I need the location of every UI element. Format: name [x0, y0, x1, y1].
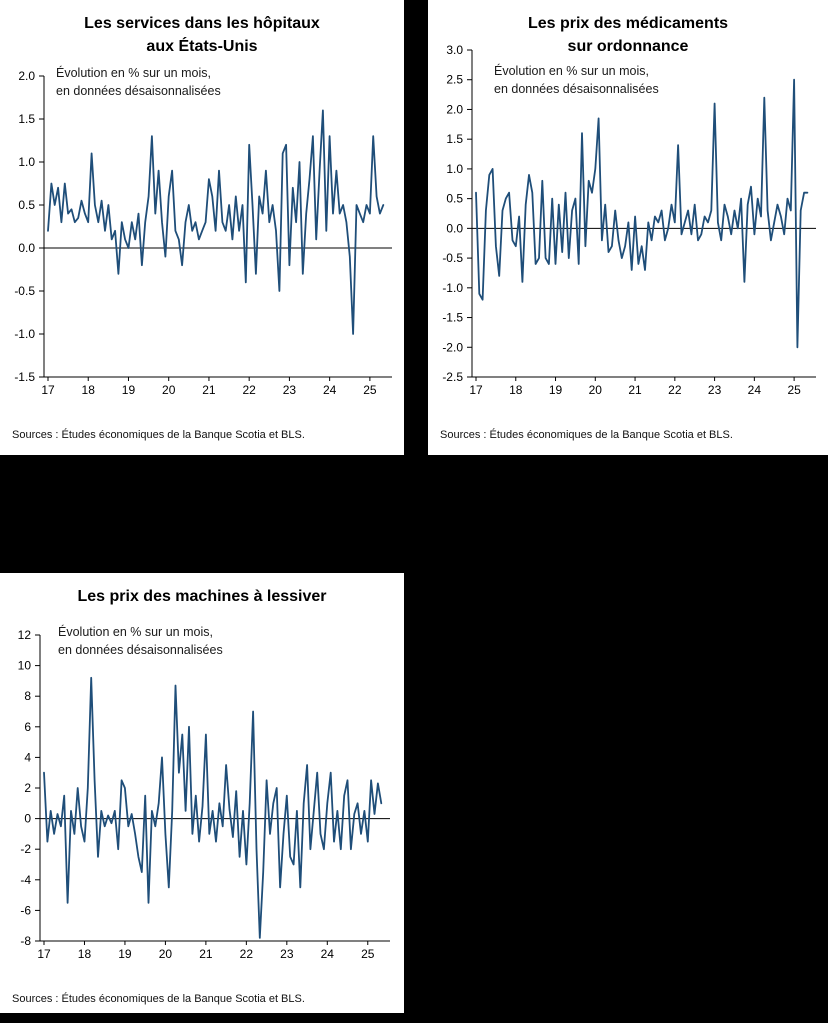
- svg-text:18: 18: [78, 947, 92, 961]
- svg-text:2.5: 2.5: [446, 73, 463, 87]
- svg-text:0.0: 0.0: [18, 241, 35, 255]
- chart-annotation: Évolution en % sur un mois, en données d…: [56, 66, 221, 99]
- chart-title-line1: Les services dans les hôpitaux: [84, 15, 320, 32]
- svg-text:22: 22: [240, 947, 254, 961]
- svg-text:23: 23: [283, 383, 297, 397]
- svg-text:4: 4: [24, 750, 31, 764]
- svg-text:18: 18: [509, 383, 523, 397]
- svg-text:17: 17: [41, 383, 55, 397]
- svg-text:17: 17: [469, 383, 483, 397]
- svg-text:0.5: 0.5: [18, 198, 35, 212]
- svg-text:-6: -6: [20, 903, 31, 917]
- chart-panel-prescription-drugs: Les prix des médicaments sur ordonnance …: [428, 0, 828, 455]
- chart-title-line1: Les prix des machines à lessiver: [77, 588, 327, 605]
- source-note: Sources : Études économiques de la Banqu…: [12, 429, 305, 441]
- chart-title-line1: Les prix des médicaments: [527, 15, 729, 32]
- svg-text:25: 25: [363, 383, 377, 397]
- svg-text:17: 17: [37, 947, 51, 961]
- svg-text:21: 21: [628, 383, 642, 397]
- chart-title: Les prix des médicaments sur ordonnance: [428, 0, 828, 58]
- svg-text:-1.0: -1.0: [442, 281, 463, 295]
- chart-title: Les services dans les hôpitaux aux États…: [0, 0, 404, 58]
- svg-text:25: 25: [361, 947, 375, 961]
- svg-text:19: 19: [122, 383, 136, 397]
- svg-text:1.0: 1.0: [446, 162, 463, 176]
- svg-text:20: 20: [159, 947, 173, 961]
- svg-text:21: 21: [202, 383, 216, 397]
- svg-text:22: 22: [668, 383, 682, 397]
- svg-text:-8: -8: [20, 934, 31, 948]
- svg-text:25: 25: [787, 383, 801, 397]
- chart-annotation: Évolution en % sur un mois, en données d…: [58, 625, 223, 658]
- chart-title: Les prix des machines à lessiver: [0, 573, 404, 608]
- svg-text:23: 23: [708, 383, 722, 397]
- chart-annotation: Évolution en % sur un mois, en données d…: [494, 64, 659, 97]
- svg-text:0.0: 0.0: [446, 221, 463, 235]
- source-note: Sources : Études économiques de la Banqu…: [12, 993, 305, 1005]
- svg-text:3.0: 3.0: [446, 43, 463, 57]
- svg-text:2: 2: [24, 781, 31, 795]
- svg-text:20: 20: [589, 383, 603, 397]
- svg-text:24: 24: [323, 383, 337, 397]
- svg-text:1.5: 1.5: [18, 112, 35, 126]
- svg-text:10: 10: [18, 659, 32, 673]
- svg-text:-2.0: -2.0: [442, 340, 463, 354]
- svg-text:-2.5: -2.5: [442, 370, 463, 384]
- svg-text:1.0: 1.0: [18, 155, 35, 169]
- svg-text:8: 8: [24, 689, 31, 703]
- svg-text:0.5: 0.5: [446, 192, 463, 206]
- svg-text:-0.5: -0.5: [442, 251, 463, 265]
- svg-text:19: 19: [118, 947, 132, 961]
- svg-text:2.0: 2.0: [18, 69, 35, 83]
- chart-title-line2: aux États-Unis: [146, 38, 258, 56]
- svg-text:-4: -4: [20, 873, 31, 887]
- svg-text:19: 19: [549, 383, 563, 397]
- svg-text:2.0: 2.0: [446, 102, 463, 116]
- svg-text:18: 18: [82, 383, 96, 397]
- chart-title-line2: sur ordonnance: [567, 38, 689, 56]
- svg-text:24: 24: [748, 383, 762, 397]
- source-note: Sources : Études économiques de la Banqu…: [440, 429, 733, 441]
- svg-text:20: 20: [162, 383, 176, 397]
- svg-text:1.5: 1.5: [446, 132, 463, 146]
- chart-panel-washing-machines: Les prix des machines à lessiver Évoluti…: [0, 573, 404, 1013]
- svg-text:-2: -2: [20, 842, 31, 856]
- svg-text:24: 24: [321, 947, 335, 961]
- line-chart-hospital-services: 2.0 1.5 1.0 0.5 0.0 -0.5 -1.0 -1.5 17 18 19 20 21 22 2…: [14, 69, 392, 397]
- svg-text:-1.5: -1.5: [442, 311, 463, 325]
- svg-text:6: 6: [24, 720, 31, 734]
- chart-panel-hospital-services: Les services dans les hôpitaux aux États…: [0, 0, 404, 455]
- svg-text:12: 12: [18, 628, 32, 642]
- line-chart-prescription-drugs: 3.0 2.5 2.0 1.5 1.0 0.5 0.0 -0.5 -1.0 -1.5 -2.0 -2.…: [442, 43, 816, 397]
- svg-text:-0.5: -0.5: [14, 284, 35, 298]
- svg-text:21: 21: [199, 947, 213, 961]
- svg-text:23: 23: [280, 947, 294, 961]
- svg-text:-1.0: -1.0: [14, 327, 35, 341]
- svg-text:22: 22: [242, 383, 256, 397]
- svg-text:-1.5: -1.5: [14, 370, 35, 384]
- svg-text:0: 0: [24, 812, 31, 826]
